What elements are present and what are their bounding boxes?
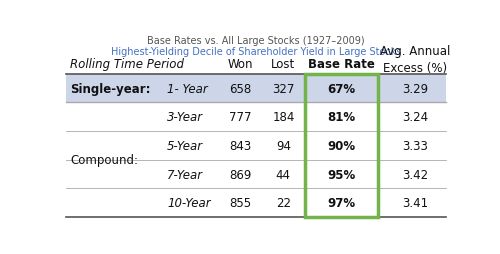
Bar (66, 74, 446, 103)
Text: Base Rates vs. All Large Stocks (1927–2009): Base Rates vs. All Large Stocks (1927–20… (148, 35, 365, 45)
Text: 10-Year: 10-Year (167, 197, 211, 210)
Text: 97%: 97% (328, 197, 355, 210)
Text: 3.29: 3.29 (402, 82, 428, 95)
Text: 777: 777 (230, 111, 252, 124)
Text: Highest-Yielding Decile of Shareholder Yield in Large Stocks: Highest-Yielding Decile of Shareholder Y… (111, 47, 402, 57)
Text: 94: 94 (276, 139, 291, 152)
Text: 327: 327 (272, 82, 294, 95)
Text: 3.41: 3.41 (402, 197, 428, 210)
Text: 81%: 81% (328, 111, 355, 124)
Text: 1- Year: 1- Year (167, 82, 208, 95)
Text: 22: 22 (276, 197, 291, 210)
Text: 7-Year: 7-Year (167, 168, 203, 181)
Text: 3.33: 3.33 (402, 139, 428, 152)
Text: Rolling Time Period: Rolling Time Period (70, 58, 184, 71)
Text: 95%: 95% (328, 168, 355, 181)
Text: Won: Won (228, 58, 254, 71)
Text: 67%: 67% (328, 82, 355, 95)
Text: 855: 855 (230, 197, 252, 210)
Text: 184: 184 (272, 111, 294, 124)
Text: Compound:: Compound: (70, 154, 138, 167)
Text: Lost: Lost (271, 58, 295, 71)
Text: 869: 869 (230, 168, 252, 181)
Text: Avg. Annual
Excess (%): Avg. Annual Excess (%) (380, 45, 450, 74)
Text: Base Rate: Base Rate (308, 58, 375, 71)
Text: 3-Year: 3-Year (167, 111, 203, 124)
Text: 3.24: 3.24 (402, 111, 428, 124)
Text: Single-year:: Single-year: (70, 82, 151, 95)
Text: 44: 44 (276, 168, 291, 181)
Text: 658: 658 (230, 82, 252, 95)
Bar (304, 74, 378, 217)
Text: 843: 843 (230, 139, 252, 152)
Text: 90%: 90% (328, 139, 355, 152)
Text: 3.42: 3.42 (402, 168, 428, 181)
Text: 5-Year: 5-Year (167, 139, 203, 152)
